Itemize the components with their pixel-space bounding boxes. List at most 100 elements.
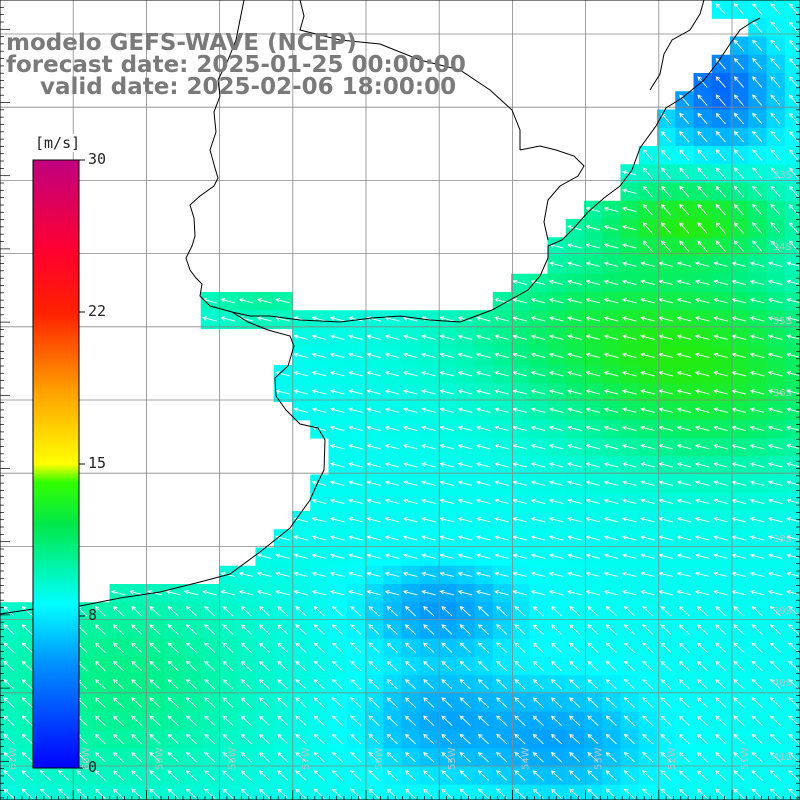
wind-arrow (475, 407, 491, 413)
wind-arrow (548, 571, 564, 578)
wind-arrow (786, 498, 800, 504)
wind-arrow (788, 203, 799, 216)
wind-cell (310, 784, 330, 800)
wind-arrow (366, 407, 382, 413)
wind-arrow (767, 316, 783, 322)
wind-arrow (752, 94, 763, 106)
wind-cell (784, 474, 800, 494)
wind-arrow (752, 167, 763, 179)
wind-arrow (475, 571, 491, 578)
wind-arrow (752, 112, 763, 125)
wind-arrow (676, 443, 692, 450)
wind-arrow (623, 733, 636, 745)
wind-arrow (293, 334, 309, 340)
wind-arrow (459, 697, 471, 708)
wind-arrow (770, 3, 781, 15)
wind-arrow (733, 605, 745, 617)
wind-arrow (475, 553, 491, 559)
wind-arrow (679, 185, 690, 198)
wind-arrow (258, 751, 271, 763)
wind-arrow (767, 370, 783, 377)
wind-arrow (603, 279, 619, 286)
wind-cell (237, 784, 257, 800)
wind-arrow (475, 589, 491, 596)
wind-arrow (514, 770, 526, 781)
wind-arrow (548, 443, 564, 450)
wind-arrow (185, 751, 198, 763)
wind-cell (784, 0, 800, 19)
wind-cell (730, 784, 749, 800)
wind-arrow (715, 770, 727, 781)
wind-arrow (786, 407, 800, 413)
wind-arrow (348, 334, 363, 340)
wind-arrow (770, 130, 781, 143)
wind-arrow (475, 443, 491, 450)
wind-arrow (642, 222, 653, 234)
wind-cell (602, 784, 622, 800)
wind-arrow (550, 642, 563, 653)
wind-arrow (295, 733, 307, 745)
wind-arrow (348, 553, 363, 559)
wind-cell (328, 784, 348, 800)
wind-arrow (295, 605, 307, 617)
wind-cell (784, 73, 800, 92)
wind-arrow (752, 39, 763, 52)
wind-arrow (421, 553, 436, 559)
wind-arrow (587, 788, 599, 799)
wind-arrow (293, 407, 309, 413)
wind-arrow (733, 185, 745, 198)
wind-arrow (459, 678, 471, 690)
wind-arrow (402, 334, 418, 340)
wind-arrow (512, 370, 528, 377)
wind-arrow (585, 316, 601, 322)
wind-arrow (256, 297, 272, 304)
wind-arrow (605, 642, 617, 653)
wind-arrow (167, 697, 179, 708)
wind-arrow (640, 571, 655, 578)
wind-arrow (494, 553, 509, 559)
wind-arrow (567, 553, 582, 559)
wind-arrow (366, 571, 382, 578)
wind-arrow (441, 788, 453, 799)
wind-arrow (786, 279, 800, 285)
wind-cell (474, 784, 494, 800)
wind-arrow (660, 697, 672, 708)
colorbar-tick-label: 22 (88, 302, 107, 320)
wind-arrow (751, 770, 763, 781)
wind-arrow (623, 624, 636, 635)
wind-arrow (749, 279, 765, 286)
wind-arrow (384, 535, 400, 541)
wind-arrow (660, 222, 672, 234)
wind-arrow (788, 733, 800, 745)
wind-arrow (640, 553, 655, 559)
wind-arrow (678, 678, 690, 690)
wind-arrow (94, 678, 106, 690)
wind-arrow (733, 222, 745, 234)
wind-arrow (131, 715, 143, 726)
wind-arrow (457, 462, 473, 468)
wind-arrow (131, 788, 143, 799)
wind-arrow (532, 642, 544, 653)
wind-arrow (658, 316, 674, 322)
wind-arrow (311, 498, 327, 505)
wind-arrow (532, 678, 544, 690)
wind-arrow (696, 788, 709, 799)
wind-arrow (459, 660, 471, 672)
wind-arrow (660, 130, 672, 143)
latitude-label: 33S (773, 170, 792, 181)
wind-arrow (204, 733, 216, 745)
wind-arrow (769, 660, 782, 672)
wind-arrow (749, 535, 765, 541)
wind-arrow (112, 605, 125, 617)
wind-arrow (605, 624, 617, 635)
wind-arrow (475, 516, 491, 523)
wind-arrow (457, 352, 473, 359)
wind-arrow (786, 261, 800, 267)
wind-arrow (293, 535, 309, 541)
wind-arrow (660, 715, 672, 726)
wind-arrow (258, 624, 271, 635)
wind-arrow (770, 39, 781, 52)
wind-arrow (603, 297, 619, 304)
wind-arrow (21, 678, 33, 690)
wind-arrow (149, 697, 161, 708)
